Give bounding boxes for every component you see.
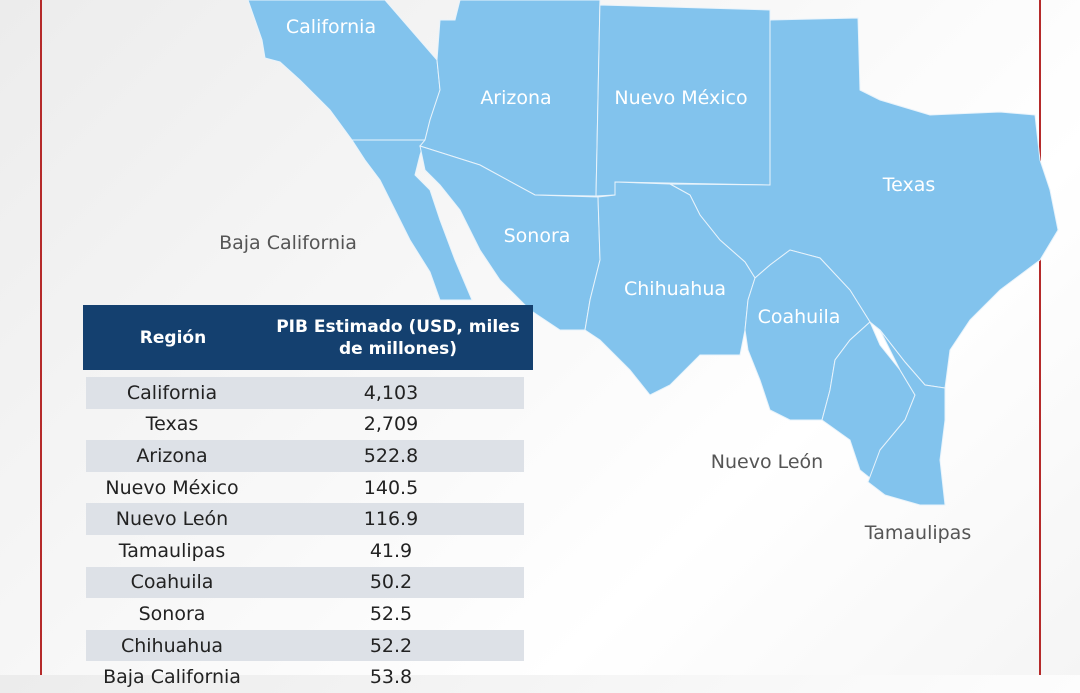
label-baja-california: Baja California [219, 232, 357, 254]
label-texas: Texas [882, 174, 936, 196]
table-row: Arizona 522.8 [86, 440, 524, 472]
header-gdp: PIB Estimado (USD, miles de millones) [276, 316, 520, 359]
cell-gdp: 53.8 [369, 666, 413, 689]
label-tamaulipas: Tamaulipas [864, 522, 972, 544]
cell-gdp: 41.9 [369, 539, 413, 562]
table-row: California 4,103 [86, 377, 524, 409]
frame-left-border [40, 0, 42, 675]
table-header: Región PIB Estimado (USD, miles de millo… [83, 305, 533, 370]
cell-gdp: 52.5 [369, 602, 413, 625]
cell-gdp: 2,709 [363, 413, 419, 436]
region-baja-california[interactable] [351, 139, 473, 301]
label-nuevo-leon: Nuevo León [710, 451, 824, 473]
table-row: Sonora 52.5 [86, 598, 524, 630]
cell-gdp: 522.8 [363, 444, 419, 467]
region-nuevo-mexico[interactable] [595, 0, 771, 197]
cell-region: Baja California [103, 666, 241, 689]
cell-region: Coahuila [130, 571, 214, 594]
cell-region: Tamaulipas [118, 539, 226, 562]
frame-right-border [1039, 0, 1041, 675]
cell-region: California [126, 381, 218, 404]
gdp-table: Región PIB Estimado (USD, miles de millo… [83, 305, 533, 693]
label-sonora: Sonora [503, 225, 571, 247]
cell-gdp: 116.9 [363, 508, 419, 531]
label-coahuila: Coahuila [757, 306, 841, 328]
table-row: Nuevo México 140.5 [86, 472, 524, 504]
table-row: Nuevo León 116.9 [86, 503, 524, 535]
map [247, 0, 1059, 506]
region-tamaulipas[interactable] [867, 329, 946, 506]
region-sonora[interactable] [419, 145, 601, 331]
cell-gdp: 4,103 [363, 381, 419, 404]
cell-gdp: 50.2 [369, 571, 413, 594]
table-row: Chihuahua 52.2 [86, 629, 524, 662]
cell-gdp: 52.2 [369, 634, 413, 657]
cell-region: Nuevo México [105, 476, 239, 499]
label-arizona: Arizona [480, 87, 552, 109]
label-chihuahua: Chihuahua [623, 278, 727, 300]
table-row: Texas 2,709 [86, 409, 524, 441]
cell-region: Sonora [138, 602, 206, 625]
label-california: California [285, 16, 377, 38]
header-region: Región [139, 327, 207, 348]
table-row: Coahuila 50.2 [86, 566, 524, 599]
cell-region: Nuevo León [115, 508, 229, 531]
cell-region: Chihuahua [120, 634, 224, 657]
cell-gdp: 140.5 [363, 476, 419, 499]
label-nuevo-mexico: Nuevo México [614, 87, 748, 109]
table-row: Tamaulipas 41.9 [86, 535, 524, 567]
table-row: Baja California 53.8 [86, 661, 524, 693]
cell-region: Texas [145, 413, 199, 436]
cell-region: Arizona [136, 444, 208, 467]
